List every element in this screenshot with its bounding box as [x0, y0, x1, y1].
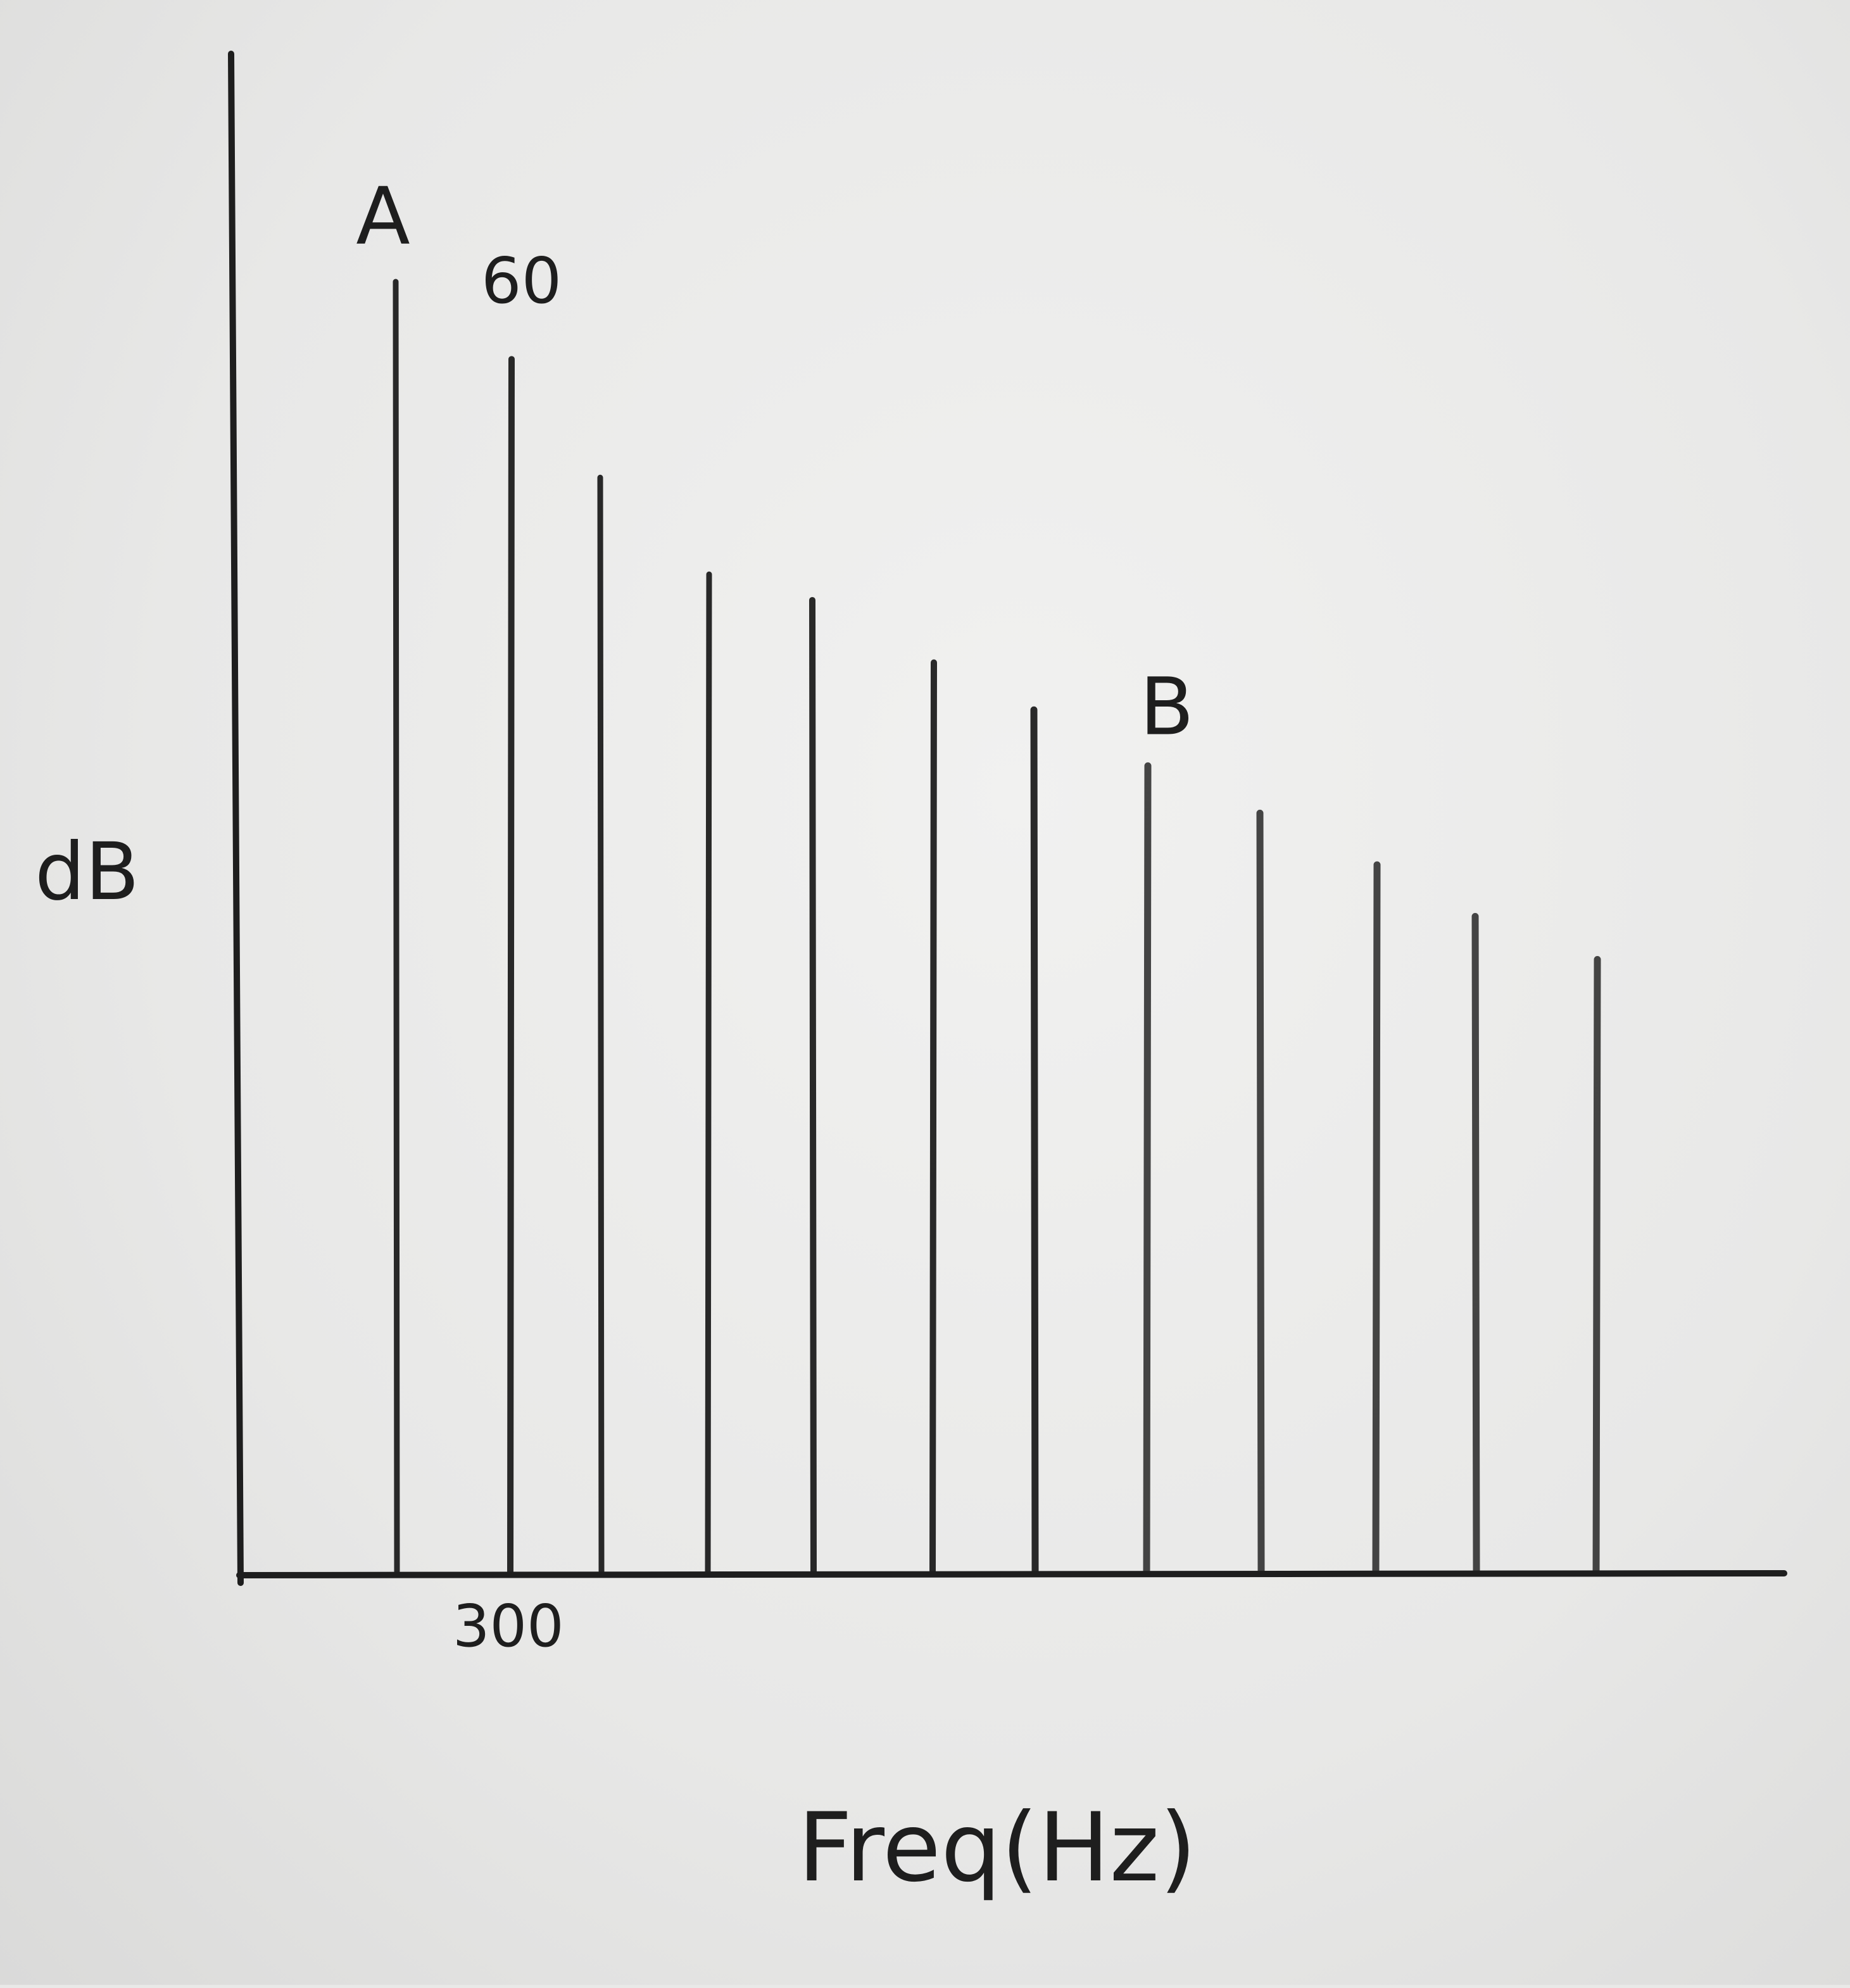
annotations-group: AB	[356, 171, 1194, 753]
y-axis	[228, 51, 244, 1586]
bar-2	[507, 356, 515, 1575]
bar-3	[597, 474, 605, 1575]
annotation-a: A	[356, 171, 410, 263]
bar-10	[1372, 861, 1381, 1575]
x-axis-label: Freq(Hz)	[798, 1793, 1197, 1903]
bar-8	[1143, 762, 1152, 1575]
bar-12	[1592, 955, 1601, 1575]
bar-6	[929, 659, 937, 1575]
bar-7	[1030, 706, 1039, 1575]
x-tick-label: 300	[453, 1592, 564, 1660]
bar-9	[1256, 809, 1265, 1575]
bar-11	[1471, 913, 1480, 1575]
y-tick-label: 60	[481, 244, 562, 318]
y-axis-label: dB	[35, 826, 139, 918]
bar-4	[705, 571, 712, 1575]
bar-1	[393, 279, 400, 1575]
x-axis	[236, 1570, 1787, 1578]
bar-5	[809, 596, 817, 1575]
bars-group	[393, 279, 1601, 1575]
annotation-b: B	[1140, 662, 1194, 753]
